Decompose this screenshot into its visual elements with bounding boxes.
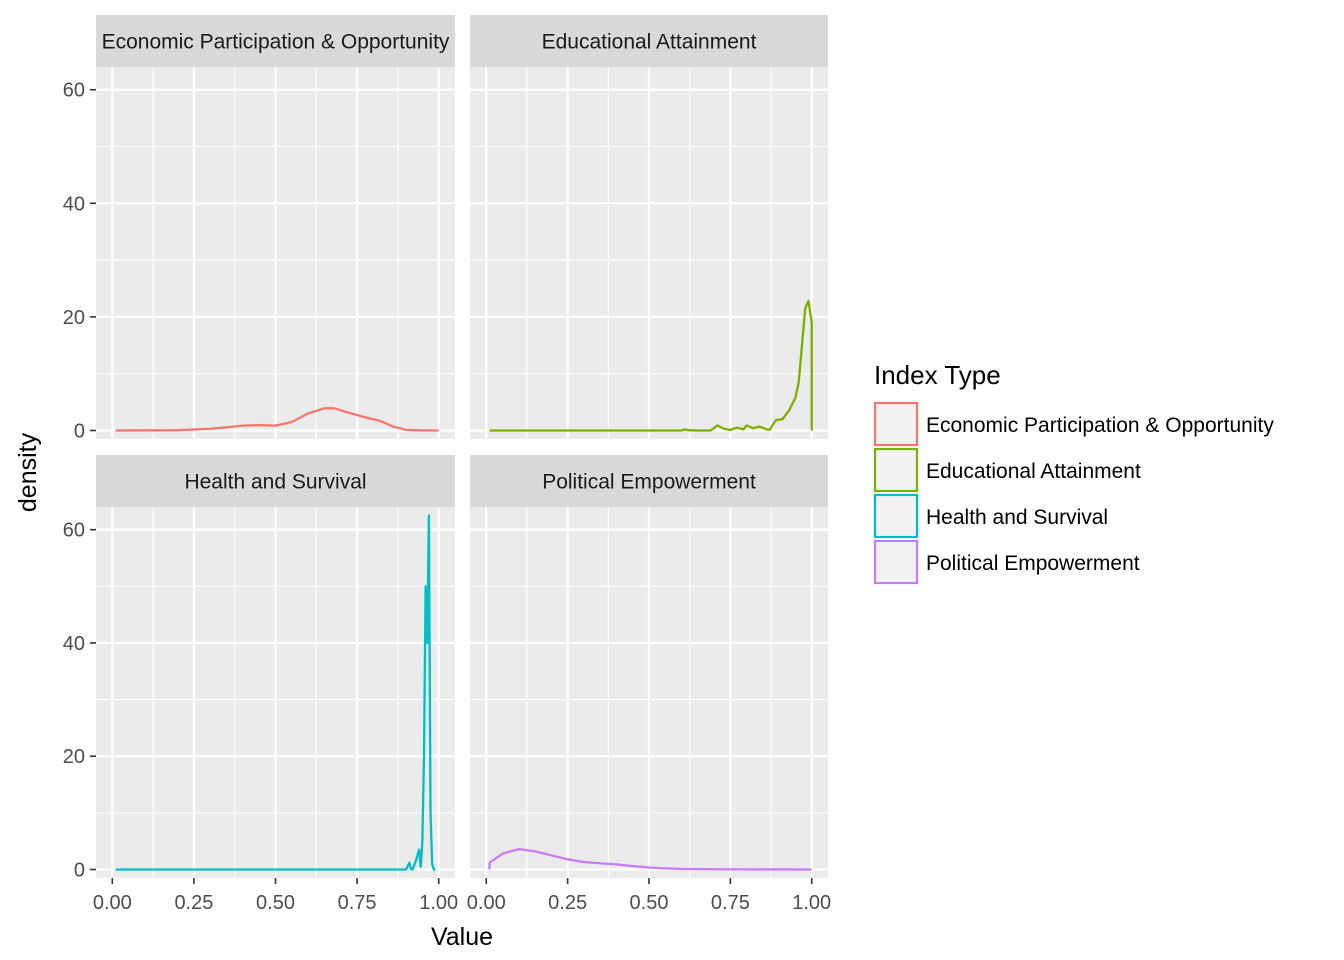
legend-label: Educational Attainment: [926, 460, 1141, 483]
legend-label: Health and Survival: [926, 506, 1108, 529]
facet-strip-label: Political Empowerment: [542, 471, 756, 494]
y-tick-label: 60: [63, 520, 85, 542]
facet-strip: [96, 455, 455, 507]
facet-strip: [96, 15, 455, 67]
y-tick-label: 20: [63, 746, 85, 768]
x-tick-label: 1.00: [792, 892, 831, 914]
y-tick-label: 40: [63, 633, 85, 655]
x-tick-label: 0.25: [548, 892, 587, 914]
density-line-political-empowerment: [488, 847, 812, 871]
x-tick-label: 0.00: [93, 892, 132, 914]
facet-strip-label: Health and Survival: [184, 471, 366, 494]
legend-key: [873, 539, 919, 585]
y-tick-label: 20: [63, 307, 85, 329]
x-axis-title: Value: [431, 923, 493, 951]
density-line-health-and-survival: [115, 514, 436, 871]
facet-panel: Health and Survival 0 20 40 60 0.00 0.25 0.50 0.…: [63, 455, 458, 914]
y-tick-label: 0: [74, 860, 85, 882]
facet-panel: Educational Attainment: [470, 15, 828, 439]
facet-panel: Economic Participation & Opportunity 0 20 4…: [63, 15, 455, 442]
facet-strip: [470, 15, 828, 67]
legend-label: Political Empowerment: [926, 552, 1140, 575]
legend-label: Economic Participation & Opportunity: [926, 414, 1274, 437]
legend: Index Type Economic Participation & Oppor…: [873, 360, 1274, 585]
facet-strip: [470, 455, 828, 507]
x-tick-label: 1.00: [419, 892, 458, 914]
x-tick-label: 0.25: [174, 892, 213, 914]
x-tick-label: 0.00: [467, 892, 506, 914]
facet-panel: Political Empowerment 0.00 0.25 0.50 0.75 1.0…: [467, 455, 831, 914]
x-tick-label: 0.50: [630, 892, 669, 914]
y-tick-label: 40: [63, 193, 85, 215]
density-line-educational-attainment: [489, 299, 813, 432]
legend-key: [873, 493, 919, 539]
x-tick-label: 0.50: [256, 892, 295, 914]
y-tick-label: 60: [63, 80, 85, 102]
y-tick-label: 0: [74, 420, 85, 442]
legend-key: [873, 401, 919, 447]
facet-strip-label: Economic Participation & Opportunity: [102, 31, 450, 54]
density-line-economic-participation-opportunity: [115, 407, 439, 432]
x-tick-label: 0.75: [338, 892, 377, 914]
facet-strip-label: Educational Attainment: [542, 31, 757, 54]
x-tick-label: 0.75: [711, 892, 750, 914]
legend-key: [873, 447, 919, 493]
legend-title: Index Type: [874, 360, 1001, 390]
y-axis-title: density: [14, 432, 42, 512]
